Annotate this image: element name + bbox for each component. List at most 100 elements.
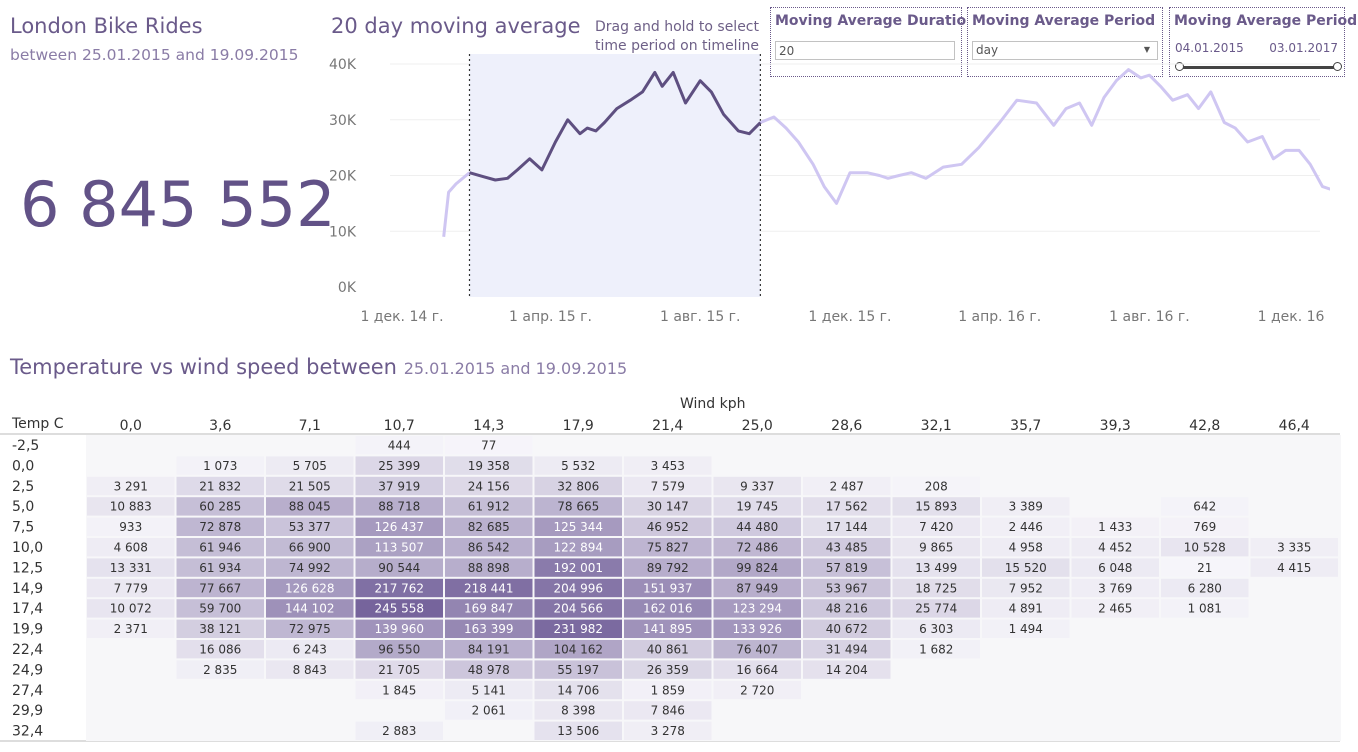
heatmap-cell[interactable] xyxy=(355,517,444,536)
heatmap-cell[interactable] xyxy=(1250,558,1339,577)
heatmap-cell[interactable] xyxy=(624,517,712,536)
heatmap-cell[interactable] xyxy=(445,538,533,557)
heatmap-cell[interactable] xyxy=(713,640,802,659)
heatmap-cell[interactable] xyxy=(713,619,802,638)
heatmap-cell[interactable] xyxy=(892,497,981,516)
heatmap-cell[interactable] xyxy=(176,456,265,475)
heatmap-cell[interactable] xyxy=(87,497,175,516)
heatmap-cell[interactable] xyxy=(624,660,712,679)
heatmap-cell[interactable] xyxy=(624,721,712,740)
heatmap-cell[interactable] xyxy=(445,436,533,455)
heatmap-cell[interactable] xyxy=(892,640,981,659)
heatmap-cell[interactable] xyxy=(534,660,623,679)
heatmap-cell[interactable] xyxy=(982,599,1070,618)
heatmap-cell[interactable] xyxy=(1071,578,1160,598)
heatmap-cell[interactable] xyxy=(355,599,444,618)
heatmap-cell[interactable] xyxy=(176,660,265,679)
heatmap-cell[interactable] xyxy=(803,476,891,496)
heatmap-cell[interactable] xyxy=(445,599,533,618)
heatmap-cell[interactable] xyxy=(982,558,1070,577)
heatmap-cell[interactable] xyxy=(1161,558,1249,577)
heatmap-cell[interactable] xyxy=(624,538,712,557)
heatmap-cell[interactable] xyxy=(1161,497,1249,516)
heatmap-cell[interactable] xyxy=(176,538,265,557)
heatmap-cell[interactable] xyxy=(803,558,891,577)
heatmap-cell[interactable] xyxy=(713,497,802,516)
heatmap-cell[interactable] xyxy=(534,538,623,557)
heatmap-cell[interactable] xyxy=(445,680,533,700)
period-select[interactable]: day ▼ xyxy=(972,41,1158,60)
heatmap-cell[interactable] xyxy=(176,517,265,536)
heatmap-cell[interactable] xyxy=(176,558,265,577)
heatmap-cell[interactable] xyxy=(803,619,891,638)
heatmap-cell[interactable] xyxy=(87,619,175,638)
heatmap-cell[interactable] xyxy=(176,619,265,638)
heatmap-cell[interactable] xyxy=(445,619,533,638)
series-line-before-selection[interactable] xyxy=(442,171,471,237)
series-line-selected[interactable] xyxy=(469,70,762,182)
heatmap-cell[interactable] xyxy=(713,538,802,557)
heatmap-cell[interactable] xyxy=(624,578,712,598)
heatmap-cell[interactable] xyxy=(176,476,265,496)
heatmap-cell[interactable] xyxy=(624,456,712,475)
heatmap-cell[interactable] xyxy=(713,660,802,679)
heatmap-cell[interactable] xyxy=(803,517,891,536)
heatmap-cell[interactable] xyxy=(445,640,533,659)
heatmap-cell[interactable] xyxy=(355,660,444,679)
heatmap-cell[interactable] xyxy=(1161,517,1249,536)
heatmap-cell[interactable] xyxy=(445,456,533,475)
heatmap-cell[interactable] xyxy=(713,558,802,577)
heatmap-cell[interactable] xyxy=(892,578,981,598)
heatmap-cell[interactable] xyxy=(266,558,354,577)
heatmap-cell[interactable] xyxy=(355,436,444,455)
heatmap-cell[interactable] xyxy=(982,578,1070,598)
heatmap-cell[interactable] xyxy=(534,497,623,516)
heatmap-cell[interactable] xyxy=(803,599,891,618)
heatmap-cell[interactable] xyxy=(624,476,712,496)
selection-region[interactable] xyxy=(469,54,761,297)
heatmap-cell[interactable] xyxy=(355,476,444,496)
heatmap-cell[interactable] xyxy=(445,701,533,720)
heatmap-cell[interactable] xyxy=(355,619,444,638)
heatmap-cell[interactable] xyxy=(355,640,444,659)
heatmap-cell[interactable] xyxy=(445,497,533,516)
heatmap-cell[interactable] xyxy=(534,701,623,720)
heatmap-cell[interactable] xyxy=(624,497,712,516)
heatmap-cell[interactable] xyxy=(355,497,444,516)
heatmap-cell[interactable] xyxy=(982,538,1070,557)
heatmap-cell[interactable] xyxy=(624,701,712,720)
heatmap-cell[interactable] xyxy=(534,517,623,536)
heatmap-cell[interactable] xyxy=(266,476,354,496)
heatmap-cell[interactable] xyxy=(982,497,1070,516)
heatmap-cell[interactable] xyxy=(355,578,444,598)
heatmap-cell[interactable] xyxy=(87,538,175,557)
heatmap-cell[interactable] xyxy=(1071,599,1160,618)
heatmap-cell[interactable] xyxy=(534,721,623,740)
chevron-down-icon[interactable]: ▼ xyxy=(1143,45,1150,54)
heatmap-cell[interactable] xyxy=(176,599,265,618)
range-slider-start-handle[interactable] xyxy=(1175,62,1184,71)
heatmap-cell[interactable] xyxy=(266,517,354,536)
heatmap-cell[interactable] xyxy=(803,640,891,659)
heatmap-cell[interactable] xyxy=(534,558,623,577)
heatmap-cell[interactable] xyxy=(713,599,802,618)
heatmap-cell[interactable] xyxy=(266,660,354,679)
heatmap-cell[interactable] xyxy=(534,599,623,618)
heatmap-cell[interactable] xyxy=(624,558,712,577)
heatmap-cell[interactable] xyxy=(176,578,265,598)
heatmap-cell[interactable] xyxy=(355,456,444,475)
heatmap-cell[interactable] xyxy=(892,538,981,557)
heatmap-cell[interactable] xyxy=(713,476,802,496)
range-slider-track[interactable] xyxy=(1178,66,1336,69)
range-slider-end-handle[interactable] xyxy=(1333,62,1342,71)
heatmap-cell[interactable] xyxy=(803,497,891,516)
heatmap-cell[interactable] xyxy=(445,476,533,496)
heatmap-cell[interactable] xyxy=(1250,538,1339,557)
heatmap-cell[interactable] xyxy=(534,640,623,659)
heatmap-cell[interactable] xyxy=(87,517,175,536)
series-line-after-selection[interactable] xyxy=(759,68,1330,205)
heatmap-cell[interactable] xyxy=(1071,558,1160,577)
heatmap-cell[interactable] xyxy=(266,578,354,598)
heatmap-cell[interactable] xyxy=(892,619,981,638)
heatmap-cell[interactable] xyxy=(1161,599,1249,618)
